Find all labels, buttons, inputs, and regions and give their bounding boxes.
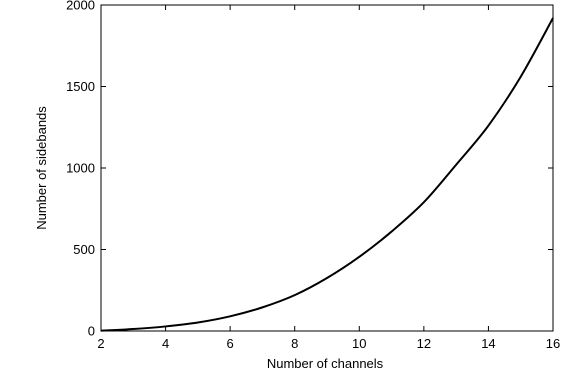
y-tick-label: 0 (88, 324, 95, 339)
y-tick-label: 1000 (66, 161, 95, 176)
x-tick-label: 12 (417, 336, 431, 351)
x-tick-label: 6 (227, 336, 234, 351)
series-layer (100, 17, 554, 332)
x-tick-label: 4 (162, 336, 169, 351)
x-tick-label: 14 (481, 336, 495, 351)
y-axis-label: Number of sidebands (34, 106, 49, 230)
plot-frame (100, 4, 554, 332)
axis-ticks: 2 4 6 8 10 12 14 16 0 500 1000 1500 2000 (66, 0, 560, 351)
x-axis-label: Number of channels (267, 356, 384, 371)
y-tick-label: 500 (73, 242, 95, 257)
x-tick-label: 16 (546, 336, 560, 351)
y-tick-label: 2000 (66, 0, 95, 13)
plot-area (101, 5, 553, 331)
x-tick-label: 8 (291, 336, 298, 351)
series-line (100, 17, 554, 332)
y-tick-label: 1500 (66, 79, 95, 94)
x-tick-label: 2 (97, 336, 104, 351)
x-tick-label: 10 (352, 336, 366, 351)
